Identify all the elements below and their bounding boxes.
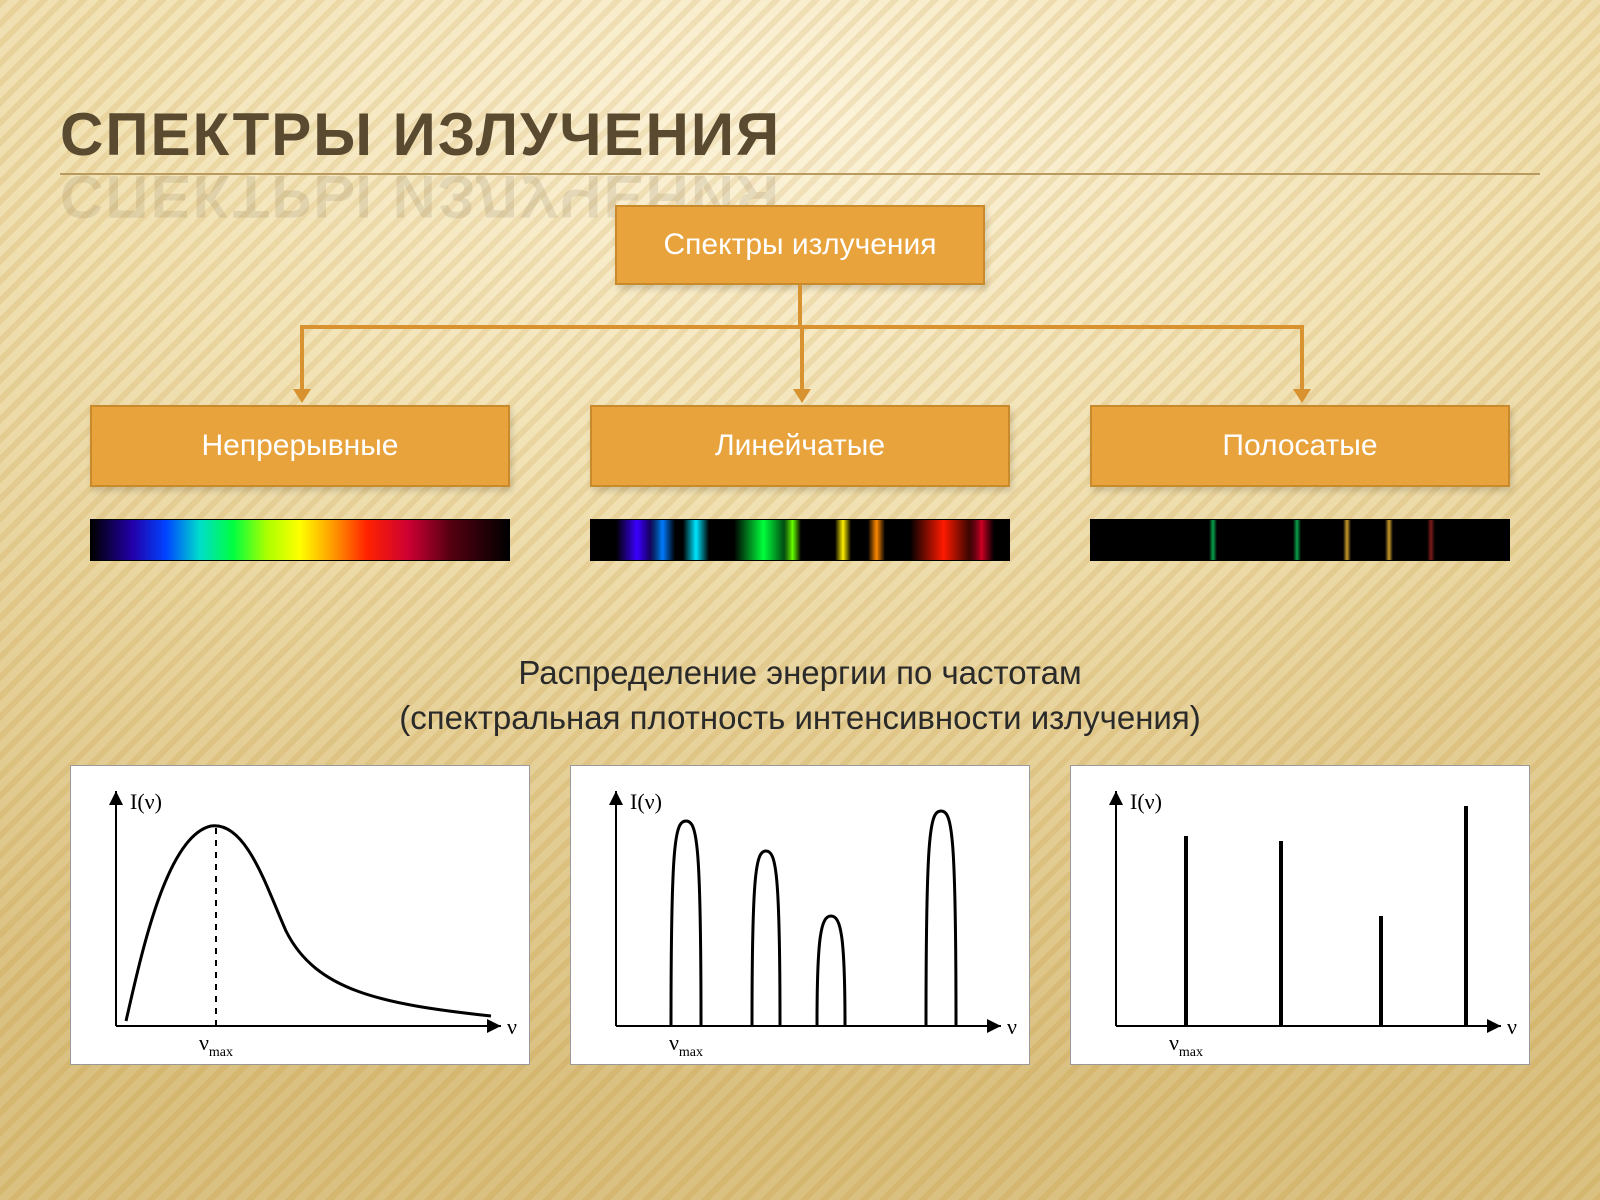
spectral-line: [784, 520, 801, 560]
hierarchy-tree: Спектры излучения Непрерывные Линейчатые По…: [60, 205, 1540, 571]
svg-text:ν: ν: [1007, 1014, 1017, 1039]
tree-child-node-line: Линейчатые: [590, 405, 1010, 487]
slide-content: СПЕКТРЫ ИЗЛУЧЕНИЯ СПЕКТРЫ ИЗЛУЧЕНИЯ Спек…: [0, 0, 1600, 1200]
connector-drop-1: [800, 325, 804, 391]
spectral-line: [1209, 520, 1217, 560]
tree-child-node-band: Полосатые: [1090, 405, 1510, 487]
arrowhead-icon: [293, 389, 311, 403]
svg-text:νmax: νmax: [669, 1030, 703, 1060]
connector-stem: [798, 285, 802, 325]
svg-text:I(ν): I(ν): [1130, 789, 1162, 814]
plot-svg: I(ν) ν νmax: [571, 766, 1031, 1066]
caption: Распределение энергии по частотам (спект…: [60, 651, 1540, 740]
tree-root-node: Спектры излучения: [615, 205, 985, 285]
page-title: СПЕКТРЫ ИЗЛУЧЕНИЯ: [60, 100, 1540, 169]
spectral-line: [683, 520, 708, 560]
tree-child-node-continuous: Непрерывные: [90, 405, 510, 487]
continuous-spectrum: [90, 519, 510, 561]
title-underline: [60, 173, 1540, 175]
svg-text:I(ν): I(ν): [130, 789, 162, 814]
spectral-line: [969, 520, 994, 560]
line-spectrum: [590, 519, 1010, 561]
spectral-line: [1343, 520, 1351, 560]
connector-drop-0: [300, 325, 304, 391]
caption-line-1: Распределение энергии по частотам: [518, 654, 1081, 691]
caption-line-2: (спектральная плотность интенсивности из…: [399, 699, 1200, 736]
spectral-line: [835, 520, 852, 560]
plots-row: I(ν) ν νmax I(ν) ν νmax I(ν) ν νmax: [60, 765, 1540, 1065]
arrowhead-icon: [793, 389, 811, 403]
svg-text:νmax: νmax: [199, 1030, 233, 1060]
band-plot: I(ν) ν νmax: [1070, 765, 1530, 1065]
spectral-line: [868, 520, 885, 560]
svg-text:ν: ν: [1507, 1014, 1517, 1039]
line-plot: I(ν) ν νmax: [570, 765, 1030, 1065]
connector-drop-2: [1300, 325, 1304, 391]
continuous-plot: I(ν) ν νmax: [70, 765, 530, 1065]
plot-svg: I(ν) ν νmax: [1071, 766, 1531, 1066]
spectral-line: [1293, 520, 1301, 560]
plot-svg: I(ν) ν νmax: [71, 766, 531, 1066]
spectral-line: [1385, 520, 1393, 560]
arrowhead-icon: [1293, 389, 1311, 403]
spectral-line: [910, 520, 977, 560]
spectral-line: [1427, 520, 1435, 560]
svg-text:ν: ν: [507, 1014, 517, 1039]
spectral-line: [650, 520, 675, 560]
svg-text:I(ν): I(ν): [630, 789, 662, 814]
svg-text:νmax: νmax: [1169, 1030, 1203, 1060]
title-block: СПЕКТРЫ ИЗЛУЧЕНИЯ СПЕКТРЫ ИЗЛУЧЕНИЯ: [60, 100, 1540, 175]
band-spectrum: [1090, 519, 1510, 561]
